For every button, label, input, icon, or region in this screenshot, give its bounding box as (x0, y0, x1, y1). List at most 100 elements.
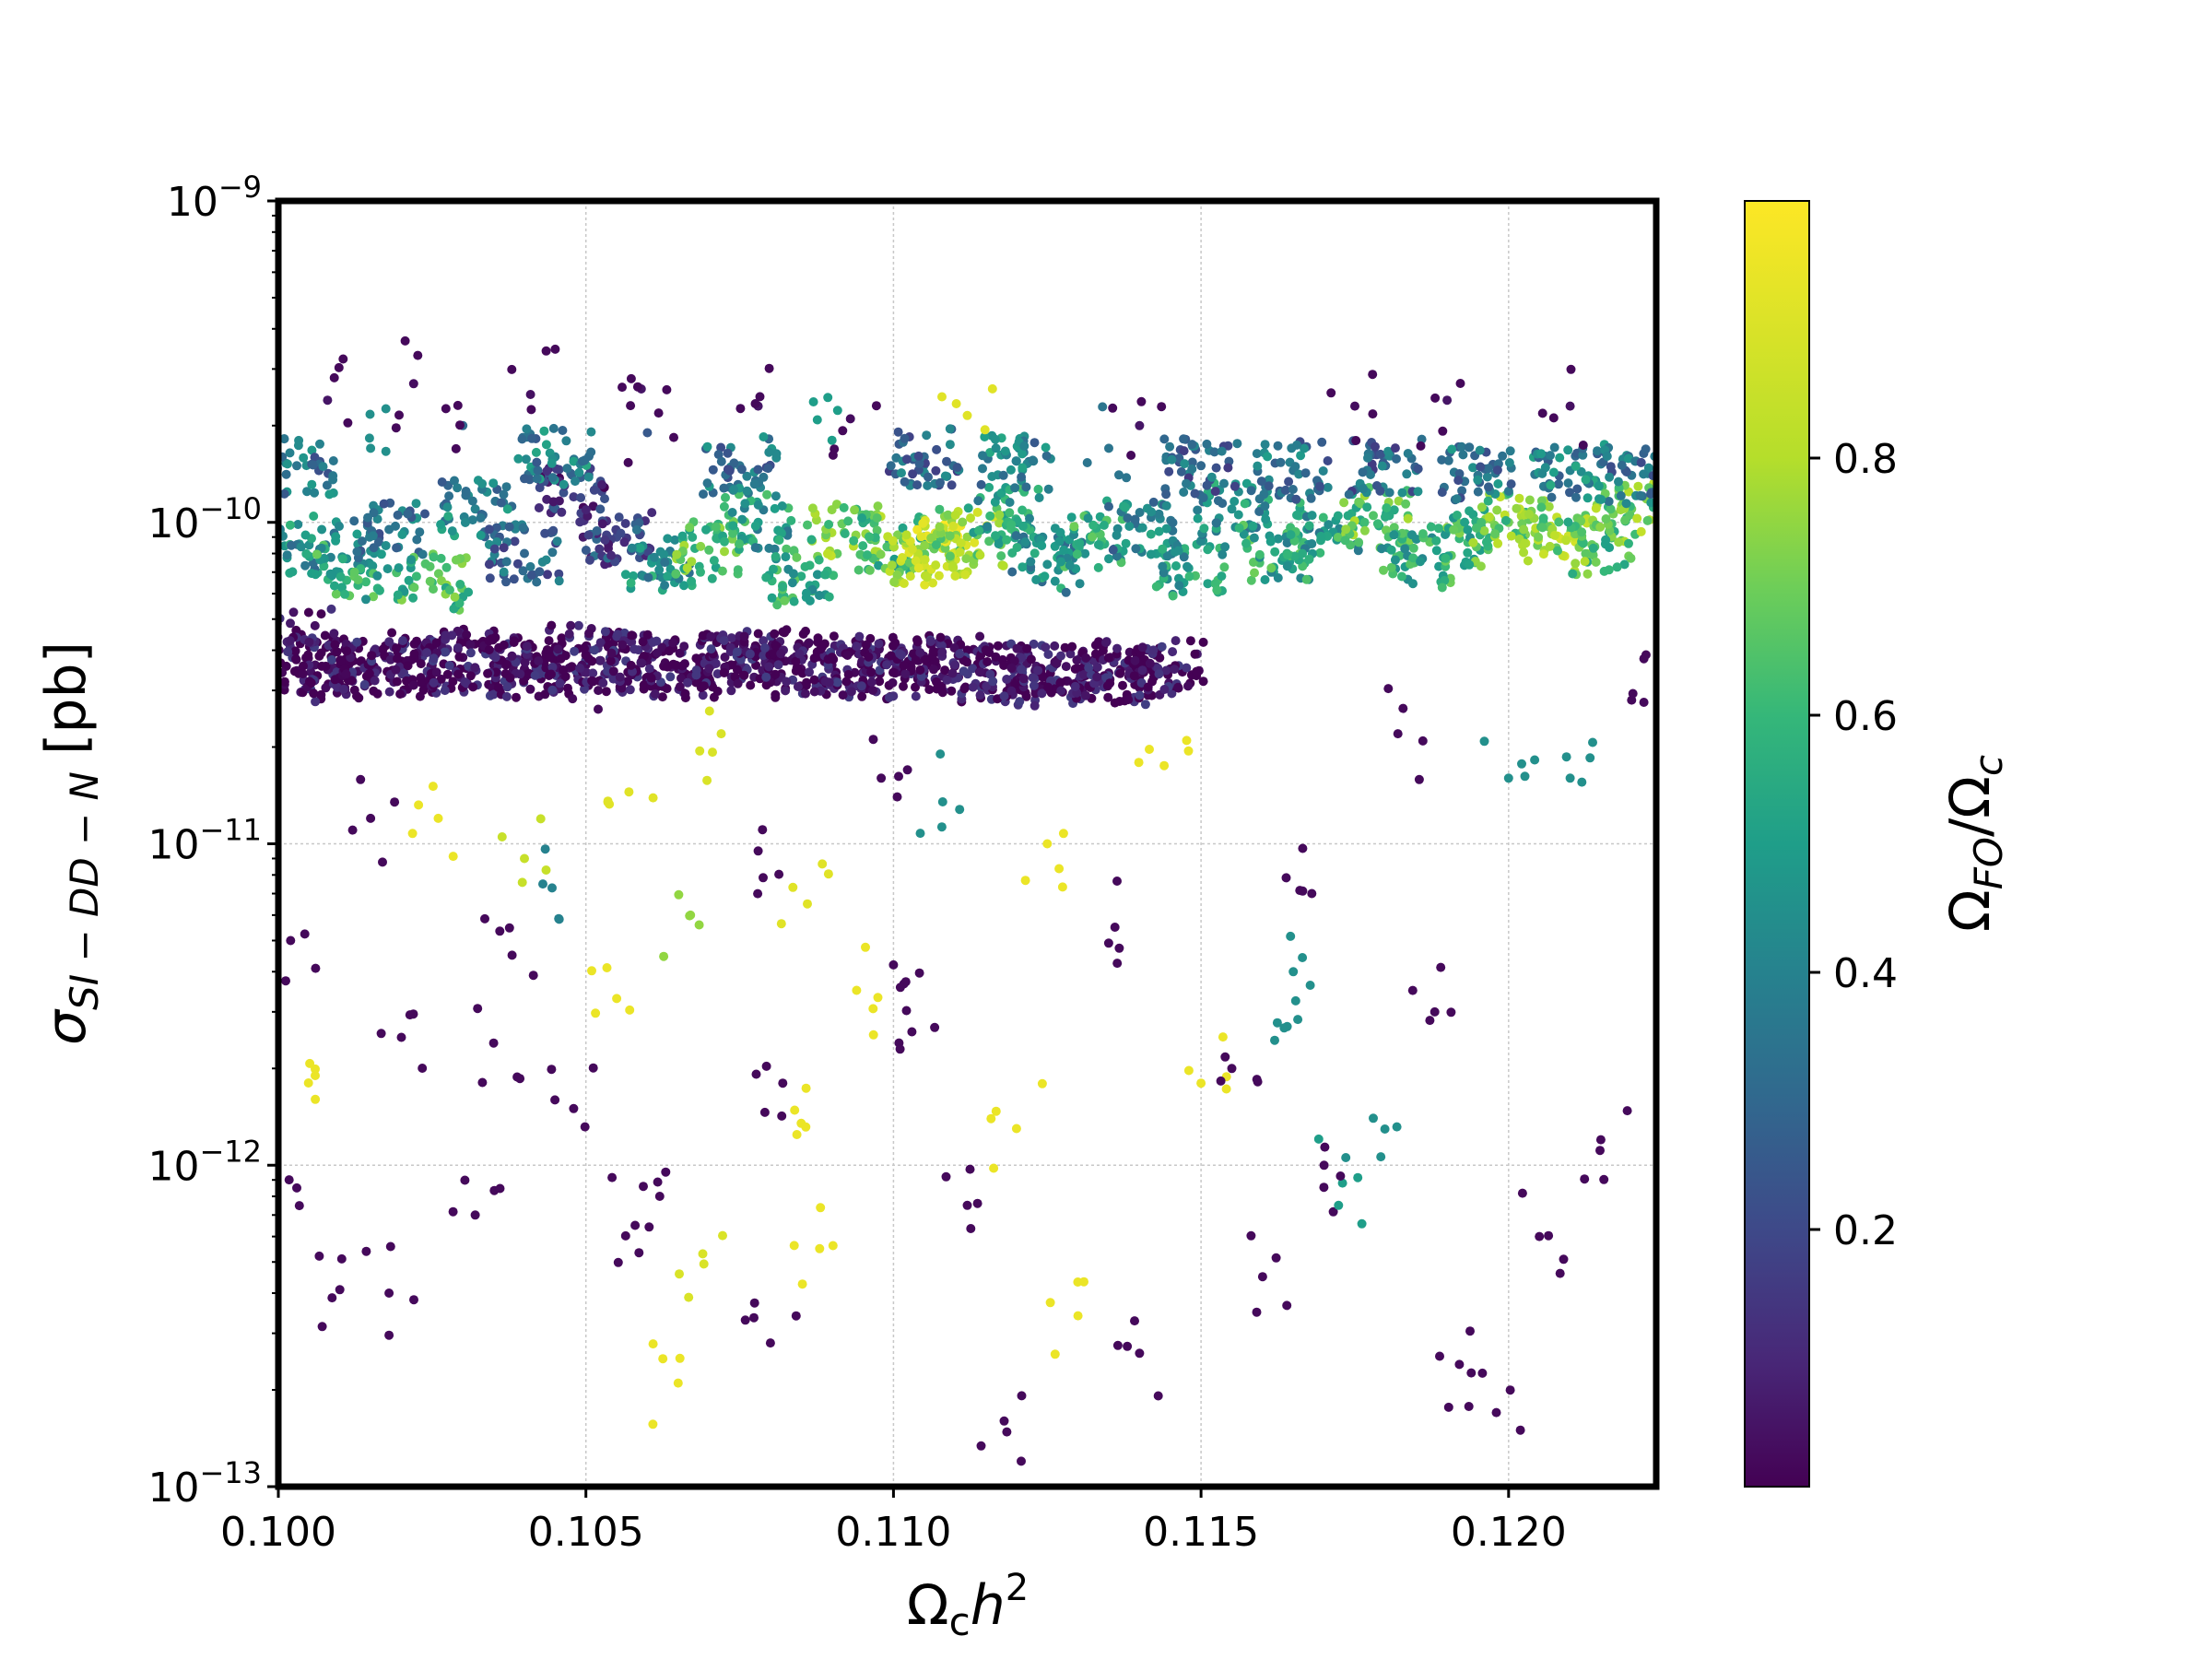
data-point (1196, 1078, 1206, 1088)
data-point (515, 1074, 525, 1084)
data-point (395, 689, 406, 699)
data-point (1232, 439, 1242, 449)
data-point (982, 522, 993, 532)
data-point (1402, 469, 1412, 479)
data-point (925, 637, 935, 646)
data-point (515, 669, 525, 679)
data-point (1154, 526, 1164, 536)
data-point (931, 560, 941, 571)
data-point (589, 485, 599, 495)
data-point (1588, 543, 1598, 553)
data-point (1555, 453, 1565, 463)
data-point (391, 521, 400, 531)
data-point (616, 528, 626, 538)
data-point (935, 632, 946, 642)
data-point (509, 574, 519, 584)
data-point (312, 549, 322, 559)
data-point (1306, 493, 1316, 503)
data-point (1196, 461, 1206, 471)
data-point (991, 443, 1001, 453)
data-point (390, 797, 400, 807)
data-point (580, 643, 589, 653)
data-point (889, 577, 900, 587)
data-point (480, 913, 489, 924)
data-point (787, 578, 797, 588)
data-point (540, 844, 550, 854)
data-point (447, 630, 457, 641)
data-point (839, 502, 849, 512)
data-point (1080, 548, 1090, 559)
data-point (1130, 1316, 1139, 1326)
data-point (600, 494, 609, 504)
data-point (394, 563, 404, 573)
data-point (1017, 1456, 1026, 1466)
data-point (477, 1077, 488, 1088)
data-point (1492, 465, 1502, 476)
y-tick-label: 10−12 (147, 1134, 262, 1190)
data-point (338, 354, 348, 364)
data-point (1158, 561, 1168, 571)
data-point (721, 492, 730, 502)
data-point (286, 935, 296, 946)
data-point (1559, 1254, 1569, 1265)
data-point (730, 672, 740, 682)
data-point (897, 650, 906, 660)
data-point (363, 512, 372, 523)
data-point (1184, 571, 1194, 582)
data-point (733, 565, 743, 575)
y-tick-label: 10−11 (147, 813, 262, 869)
data-point (624, 787, 634, 797)
data-point (1659, 488, 1668, 497)
data-point (776, 649, 786, 659)
data-point (265, 444, 275, 453)
data-point (491, 523, 501, 533)
data-point (671, 660, 681, 670)
data-point (1065, 649, 1076, 659)
data-point (1563, 517, 1573, 527)
data-point (846, 687, 856, 697)
data-point (392, 543, 402, 553)
data-point (1595, 522, 1606, 532)
data-point (1041, 451, 1052, 461)
data-point (1663, 529, 1672, 538)
data-point (1005, 508, 1015, 518)
data-point (530, 670, 540, 680)
data-point (262, 657, 271, 666)
data-point (1454, 1359, 1465, 1370)
data-point (759, 636, 769, 646)
data-point (1290, 462, 1300, 472)
data-point (352, 529, 362, 539)
data-point (915, 648, 925, 657)
data-point (1263, 452, 1273, 462)
data-point (1075, 538, 1085, 548)
data-point (398, 636, 407, 646)
data-point (769, 649, 778, 659)
data-point (947, 480, 957, 490)
data-point (1463, 547, 1473, 558)
data-point (1286, 530, 1296, 540)
data-point (857, 691, 867, 701)
data-point (816, 1203, 826, 1213)
data-point (431, 667, 441, 677)
data-point (615, 672, 625, 682)
data-point (1460, 517, 1470, 527)
data-point (525, 561, 535, 571)
data-point (1490, 529, 1500, 539)
data-point (753, 500, 763, 510)
data-point (900, 669, 911, 679)
data-point (1265, 536, 1276, 547)
data-point (832, 677, 842, 688)
data-point (328, 471, 338, 481)
data-point (782, 544, 792, 554)
data-point (1284, 477, 1294, 487)
data-point (568, 694, 578, 704)
data-point (1007, 567, 1018, 577)
data-point (461, 487, 471, 496)
data-point (1282, 1300, 1292, 1311)
data-point (1413, 464, 1423, 474)
data-point (771, 689, 781, 700)
data-point (554, 576, 564, 586)
data-point (1252, 1307, 1262, 1317)
data-point (504, 522, 514, 532)
data-point (888, 677, 898, 688)
